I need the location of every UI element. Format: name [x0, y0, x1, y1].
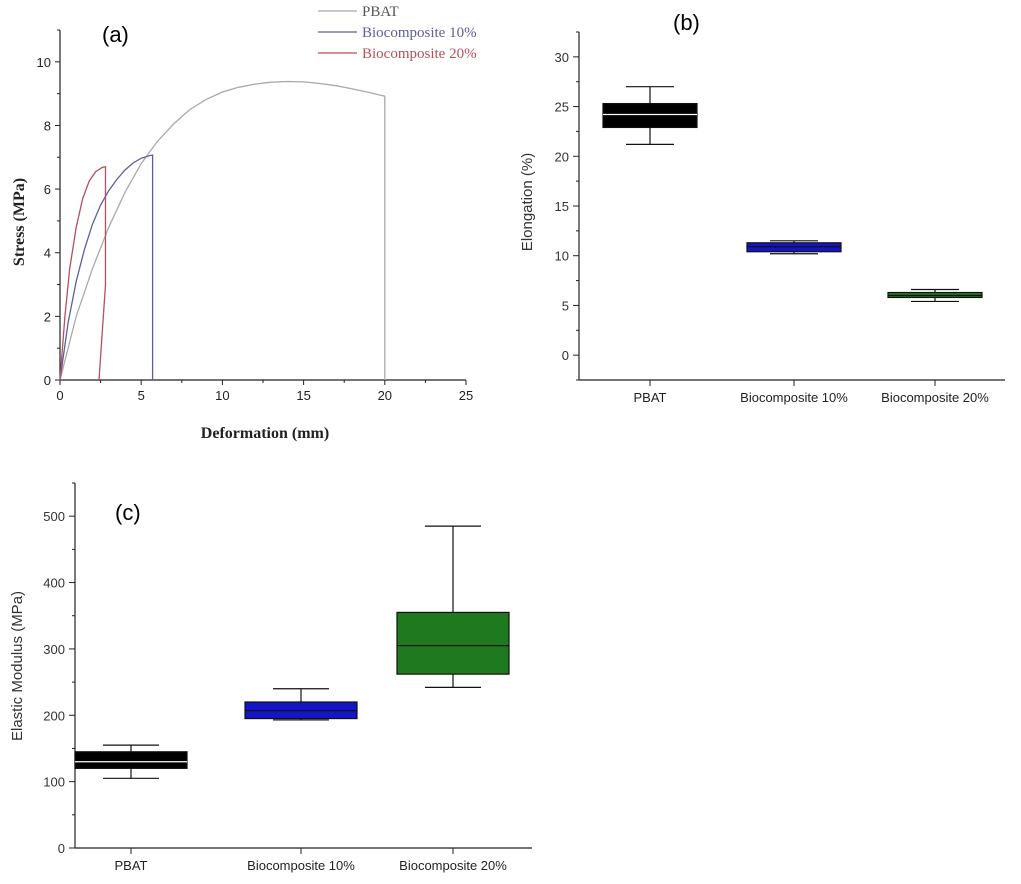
- panel-a-ytick-label: 8: [44, 118, 51, 133]
- legend-label-1: Biocomposite 10%: [362, 25, 477, 41]
- panel-b-ytick-label: 0: [562, 348, 569, 363]
- panel-a-xtick-label: 15: [296, 388, 310, 403]
- panel-b-ytick-label: 25: [555, 100, 569, 115]
- panel-a-xtick-label: 20: [378, 388, 392, 403]
- panel-a-ytick-label: 10: [37, 55, 51, 70]
- panel-b-boxes: [602, 86, 983, 303]
- category-label-2: Biocomposite 20%: [399, 858, 507, 873]
- panel-a-ytick-label: 2: [44, 309, 51, 324]
- panel-a-label: (a): [102, 22, 129, 47]
- panel-c-boxes: [74, 525, 510, 779]
- category-label-2: Biocomposite 20%: [881, 390, 989, 405]
- panel-c-ytick-label: 200: [43, 708, 65, 723]
- panel-a-xtick-label: 10: [215, 388, 229, 403]
- panel-b-ylabel: Elongation (%): [519, 153, 536, 251]
- panel-a-xlabel: Deformation (mm): [201, 425, 329, 442]
- panel-a-ylabel: Stress (MPa): [11, 178, 28, 266]
- panel-a-stress-strain: (a) 0 5 10 15 20 25 0 2 4 6 8 10 PBAT Biocomposite 1…: [11, 4, 477, 442]
- panel-a-legend: PBAT Biocomposite 10% Biocomposite 20%: [318, 4, 477, 62]
- panel-b-ytick-label: 15: [555, 199, 569, 214]
- panel-a-series: [59, 80, 386, 381]
- category-label-0: PBAT: [634, 390, 667, 405]
- panel-c-ylabel: Elastic Modulus (MPa): [9, 591, 26, 741]
- panel-c-label: (c): [115, 500, 141, 525]
- legend-label-2: Biocomposite 20%: [362, 46, 477, 62]
- series-line-1: [59, 154, 154, 381]
- panel-b-label: (b): [673, 10, 700, 35]
- panel-b-axes: [578, 32, 1005, 381]
- panel-c-axes: [74, 483, 532, 849]
- panel-b-ytick-label: 20: [555, 149, 569, 164]
- panel-b-elongation: (b) 0 5 10 15 20 25 30 PBAT Biocomposite 10% Bioc…: [519, 10, 1005, 405]
- series-line-0: [59, 80, 386, 381]
- panel-c-elastic-modulus: (c) 0 100 200 300 400 500 PBAT Biocomposite 10%…: [9, 482, 532, 873]
- panel-c-ytick-label: 500: [43, 509, 65, 524]
- category-label-0: PBAT: [115, 858, 148, 873]
- panel-c-ytick-label: 0: [58, 841, 65, 856]
- panel-b-ytick-label: 10: [555, 249, 569, 264]
- panel-c-ticks: 0 100 200 300 400 500 PBAT Biocomposite 10% Bioc…: [43, 482, 507, 873]
- panel-b-ytick-label: 5: [562, 298, 569, 313]
- panel-a-xtick-label: 0: [56, 388, 63, 403]
- panel-c-ytick-label: 300: [43, 642, 65, 657]
- category-label-1: Biocomposite 10%: [247, 858, 355, 873]
- box-0: [602, 102, 698, 129]
- panel-a-ytick-label: 4: [44, 246, 51, 261]
- panel-c-ytick-label: 400: [43, 576, 65, 591]
- category-label-1: Biocomposite 10%: [740, 390, 848, 405]
- series-line-2: [59, 165, 107, 381]
- box-0: [74, 751, 188, 769]
- panel-a-ytick-label: 6: [44, 182, 51, 197]
- panel-c-ytick-label: 100: [43, 775, 65, 790]
- panel-a-ytick-label: 0: [44, 373, 51, 388]
- panel-a-xtick-label: 5: [138, 388, 145, 403]
- legend-label-0: PBAT: [362, 4, 399, 20]
- panel-b-ytick-label: 30: [555, 50, 569, 65]
- panel-b-ticks: 0 5 10 15 20 25 30 PBAT Biocomposite 10% Biocompo…: [555, 31, 989, 405]
- panel-a-ticks: 0 5 10 15 20 25 0 2 4 6 8 10: [37, 29, 473, 403]
- box-2: [396, 611, 510, 675]
- panel-a-xtick-label: 25: [459, 388, 473, 403]
